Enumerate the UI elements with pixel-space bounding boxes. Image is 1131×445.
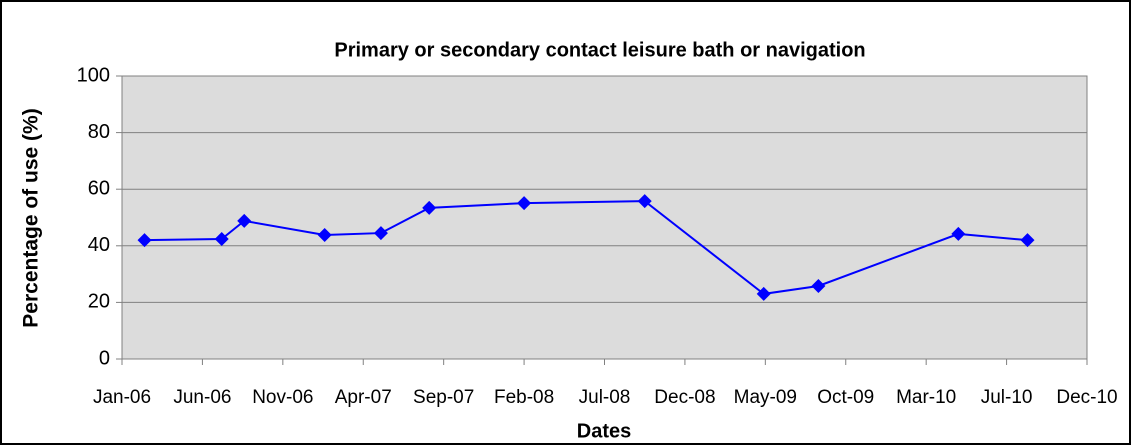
y-tick-label: 80: [88, 121, 110, 143]
x-tick-label: Mar-10: [896, 387, 956, 408]
x-tick-label: Dec-10: [1056, 387, 1117, 408]
data-point: [811, 278, 826, 293]
x-tick-label: Oct-09: [817, 387, 874, 408]
data-point: [1020, 233, 1035, 248]
x-tick-label: Feb-08: [494, 387, 554, 408]
x-tick-label: Jun-06: [173, 387, 231, 408]
data-point: [517, 196, 532, 211]
data-point: [214, 232, 229, 247]
x-tick-label: Jan-06: [93, 387, 151, 408]
x-tick-label: Dec-08: [654, 387, 715, 408]
data-point: [756, 286, 771, 301]
x-tick-label: Jul-08: [579, 387, 631, 408]
plot-area: [121, 75, 1088, 360]
data-point: [422, 200, 437, 215]
x-tick-label: Nov-06: [252, 387, 313, 408]
data-point: [237, 213, 252, 228]
data-point: [373, 226, 388, 241]
y-axis-label: Percentage of use (%): [20, 108, 43, 327]
y-tick-label: 0: [99, 347, 110, 369]
x-tick-label: Sep-07: [413, 387, 474, 408]
y-tick-label: 40: [88, 234, 110, 256]
chart-title: Primary or secondary contact leisure bat…: [334, 39, 865, 61]
data-point: [317, 228, 332, 243]
data-point: [951, 226, 966, 241]
y-tick-label: 20: [88, 291, 110, 313]
data-point: [637, 194, 652, 209]
data-point: [137, 233, 152, 248]
y-tick-label: 100: [77, 64, 110, 86]
y-tick-label: 60: [88, 177, 110, 199]
x-tick-label: May-09: [734, 387, 797, 408]
x-tick-label: Jul-10: [981, 387, 1033, 408]
x-tick-label: Apr-07: [335, 387, 392, 408]
x-axis-label: Dates: [577, 420, 631, 442]
